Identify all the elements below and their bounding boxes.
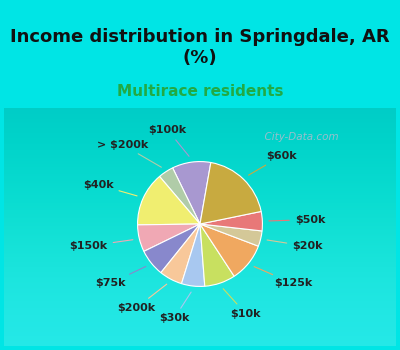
Wedge shape bbox=[182, 224, 205, 286]
Text: $100k: $100k bbox=[149, 125, 189, 156]
Text: $40k: $40k bbox=[83, 180, 137, 196]
Wedge shape bbox=[200, 224, 258, 276]
Wedge shape bbox=[200, 224, 262, 246]
Text: $75k: $75k bbox=[95, 266, 146, 288]
Text: $20k: $20k bbox=[267, 240, 323, 251]
Text: $30k: $30k bbox=[159, 292, 191, 323]
Text: $125k: $125k bbox=[254, 267, 312, 288]
Wedge shape bbox=[160, 168, 200, 224]
Text: $60k: $60k bbox=[248, 151, 297, 175]
Wedge shape bbox=[173, 162, 211, 224]
Wedge shape bbox=[200, 224, 234, 286]
Wedge shape bbox=[138, 224, 200, 251]
Text: $10k: $10k bbox=[223, 289, 261, 319]
Wedge shape bbox=[161, 224, 200, 284]
Text: > $200k: > $200k bbox=[97, 140, 161, 167]
Text: City-Data.com: City-Data.com bbox=[258, 132, 338, 142]
Text: $50k: $50k bbox=[269, 215, 325, 225]
Text: Multirace residents: Multirace residents bbox=[117, 84, 283, 99]
Text: $150k: $150k bbox=[70, 240, 133, 251]
Wedge shape bbox=[138, 176, 200, 225]
Text: Income distribution in Springdale, AR
(%): Income distribution in Springdale, AR (%… bbox=[10, 28, 390, 67]
Wedge shape bbox=[200, 162, 261, 224]
Wedge shape bbox=[144, 224, 200, 273]
Text: $200k: $200k bbox=[117, 284, 167, 313]
Wedge shape bbox=[200, 211, 262, 231]
